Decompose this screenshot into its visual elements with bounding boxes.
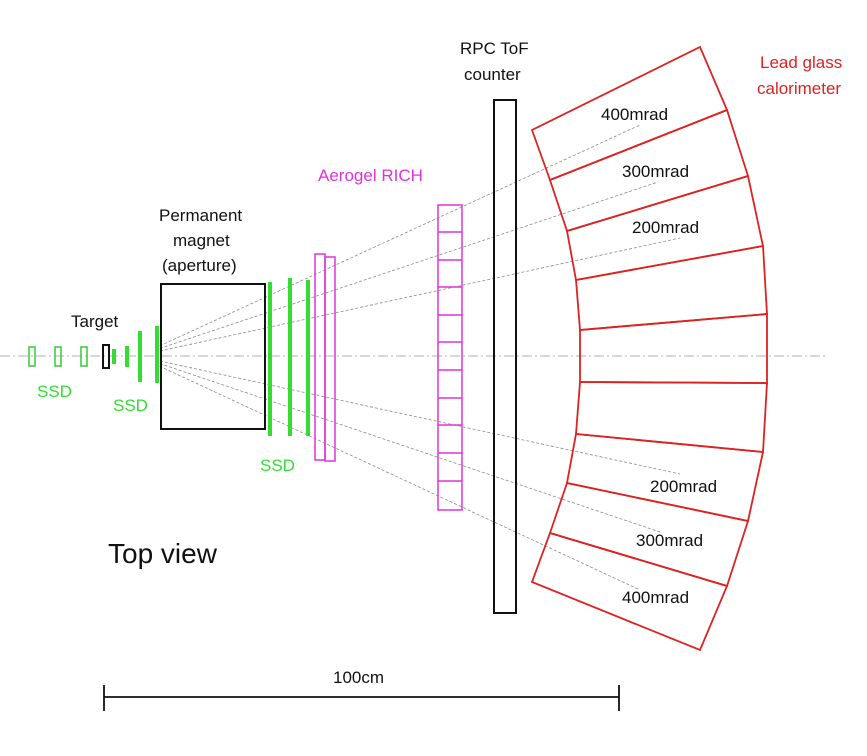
tof-label-line1: RPC ToF: [460, 39, 529, 58]
ssd-upstream-planes: [28, 346, 88, 367]
aerogel-rich-mirror-segments: [437, 204, 463, 511]
ssd-inner-planes: [112, 326, 159, 383]
view-title: Top view: [108, 538, 218, 569]
magnet-label-line2: magnet: [173, 231, 230, 250]
ssd-downstream-label: SSD: [260, 456, 295, 475]
angle-label-down-400: 400mrad: [622, 588, 689, 607]
magnet-label-line3: (aperture): [162, 256, 237, 275]
scale-bar: [103, 685, 620, 711]
lead-glass-calorimeter: [530, 45, 768, 652]
angle-label-up-400: 400mrad: [601, 105, 668, 124]
acceptance-rays: [154, 124, 681, 591]
angle-label-up-200: 200mrad: [632, 218, 699, 237]
ssd-upstream-label: SSD: [37, 382, 72, 401]
angle-label-down-200: 200mrad: [650, 477, 717, 496]
tof-label-line2: counter: [464, 65, 521, 84]
target: [102, 344, 110, 369]
permanent-magnet: [160, 283, 266, 430]
magnet-label-line1: Permanent: [159, 206, 242, 225]
angle-label-up-300: 300mrad: [622, 162, 689, 181]
rpc-tof-counter: [493, 99, 517, 614]
calorimeter-label-line2: calorimeter: [757, 79, 841, 98]
target-label: Target: [71, 312, 119, 331]
rich-label: Aerogel RICH: [318, 166, 423, 185]
calorimeter-label-line1: Lead glass: [760, 53, 842, 72]
ssd-inner-label: SSD: [113, 396, 148, 415]
ssd-downstream-planes: [268, 278, 310, 436]
scale-bar-label: 100cm: [333, 668, 384, 687]
angle-label-down-300: 300mrad: [636, 531, 703, 550]
aerogel-rich-front: [314, 253, 336, 462]
